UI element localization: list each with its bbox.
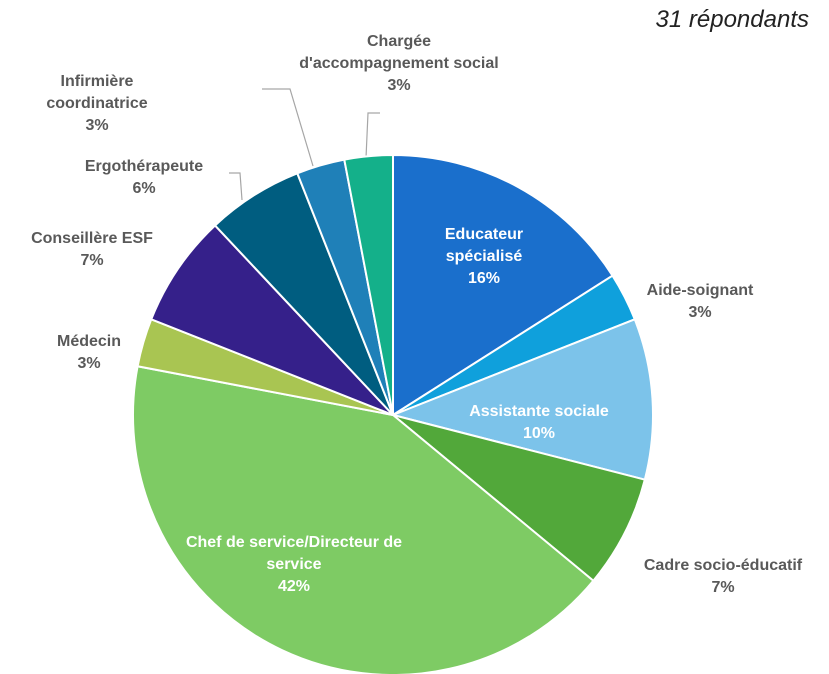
value-label: 16% (467, 270, 501, 287)
subtitle: 31 répondants (655, 6, 809, 33)
slice-label: Ergothérapeute 6% (64, 156, 224, 200)
category-label: Chef de service/Directeur de service (185, 534, 403, 573)
leader-line (262, 88, 314, 167)
leader-line (229, 172, 243, 201)
category-label: Infirmière coordinatrice (46, 73, 148, 112)
slice-label: Chef de service/Directeur de service 42% (174, 532, 414, 598)
pie-slice (389, 317, 654, 481)
value-label: 10% (522, 425, 556, 442)
pie-slice (132, 365, 595, 674)
value-label: 7% (80, 252, 104, 269)
category-label: Assistante sociale (469, 403, 609, 420)
value-label: 3% (77, 355, 101, 372)
slice-label: Médecin 3% (39, 331, 139, 375)
slice-label: Cadre socio-éducatif 7% (623, 555, 823, 599)
value-label: 42% (277, 578, 311, 595)
slice-label: Conseillère ESF 7% (2, 228, 182, 272)
slice-label: Infirmière coordinatrice 3% (27, 71, 167, 137)
value-label: 6% (132, 180, 156, 197)
pie-slice (392, 414, 647, 583)
slice-label: Aide-soignant 3% (615, 280, 785, 324)
category-label: Cadre socio-éducatif (643, 557, 803, 574)
leader-line (365, 112, 380, 159)
slice-label: Assistante sociale 10% (449, 401, 629, 445)
pie-slice (149, 224, 394, 416)
value-label: 3% (688, 304, 712, 321)
category-label: Chargée d'accompagnement social (299, 33, 499, 72)
value-label: 3% (85, 117, 109, 134)
category-label: Médecin (56, 333, 121, 350)
category-label: Aide-soignant (646, 282, 754, 299)
category-label: Educateur spécialisé (444, 226, 524, 265)
value-label: 7% (711, 579, 735, 596)
slice-label: Educateur spécialisé 16% (414, 224, 554, 290)
value-label: 3% (387, 77, 411, 94)
slice-label: Chargée d'accompagnement social 3% (299, 31, 499, 97)
category-label: Ergothérapeute (84, 158, 204, 175)
category-label: Conseillère ESF (31, 230, 153, 247)
pie-slice (343, 153, 394, 416)
pie-slice (392, 153, 614, 417)
